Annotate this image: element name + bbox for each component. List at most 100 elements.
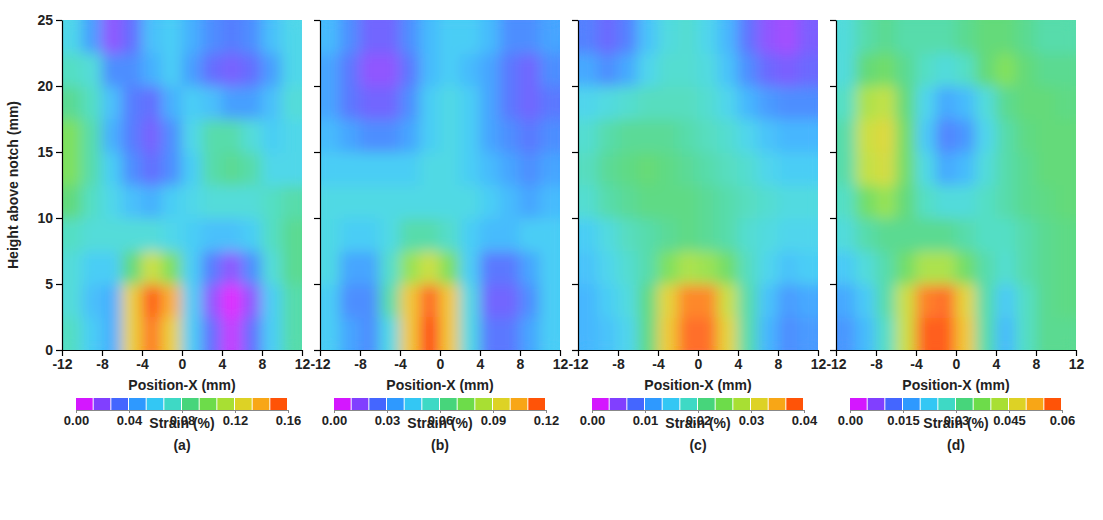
- heat-cell: [102, 284, 123, 318]
- heat-cell: [738, 251, 759, 285]
- y-tick: [572, 20, 578, 21]
- heat-cell: [440, 152, 461, 186]
- x-tick-label: -12: [310, 356, 330, 372]
- colorbar-swatch: [698, 398, 715, 410]
- heat-cell: [102, 86, 123, 120]
- heat-cell: [1016, 251, 1037, 285]
- heat-cell: [658, 317, 679, 351]
- heat-cell: [142, 218, 163, 252]
- heat-cell: [102, 152, 123, 186]
- plot-area: [62, 20, 302, 350]
- heat-cell: [758, 119, 779, 153]
- colorbar-tick: 0.00: [64, 410, 89, 428]
- heat-cell: [360, 284, 381, 318]
- heat-cell: [836, 317, 857, 351]
- tick-mark: [830, 152, 836, 153]
- heat-cell: [1056, 53, 1077, 87]
- tick-mark: [314, 20, 320, 21]
- heatmap: [578, 20, 818, 350]
- heat-cell: [936, 284, 957, 318]
- tick-mark: [56, 218, 62, 219]
- heat-cell: [598, 284, 619, 318]
- heat-cell: [460, 218, 481, 252]
- colorbar-tick-label: 0.09: [481, 413, 506, 428]
- x-axis: -12-8-404812: [52, 350, 310, 372]
- colorbar-tick-label: 0.00: [580, 413, 605, 428]
- colorbar-swatch: [592, 398, 609, 410]
- heat-cell: [380, 218, 401, 252]
- colorbar-swatch: [974, 398, 991, 410]
- heat-cell: [598, 317, 619, 351]
- heat-cell: [678, 20, 699, 54]
- heat-cell: [896, 152, 917, 186]
- heat-cell: [202, 218, 223, 252]
- colorbar-swatch: [235, 398, 252, 410]
- x-tick: 8: [775, 350, 783, 372]
- heat-cell: [222, 317, 243, 351]
- heat-cell: [1056, 20, 1077, 54]
- heat-cell: [282, 152, 303, 186]
- heat-cell: [340, 317, 361, 351]
- heat-cell: [618, 284, 639, 318]
- heat-cell: [1036, 251, 1057, 285]
- heat-cell: [758, 284, 779, 318]
- heat-cell: [202, 86, 223, 120]
- heat-cell: [618, 119, 639, 153]
- heat-cell: [856, 251, 877, 285]
- x-tick-label: -12: [568, 356, 588, 372]
- heat-cell: [778, 284, 799, 318]
- colorbar-tick-label: 0.01: [633, 413, 658, 428]
- heat-cell: [500, 284, 521, 318]
- heat-cell: [678, 119, 699, 153]
- heat-cell: [996, 20, 1017, 54]
- colorbar-swatch: [645, 398, 662, 410]
- heat-cell: [758, 251, 779, 285]
- heat-cell: [520, 251, 541, 285]
- heat-cell: [578, 317, 599, 351]
- heat-cell: [242, 185, 263, 219]
- heat-cell: [1056, 218, 1077, 252]
- heat-cell: [540, 53, 561, 87]
- y-tick: 10: [37, 210, 62, 226]
- colorbar-title: Strain (%): [407, 415, 472, 431]
- heat-cell: [520, 152, 541, 186]
- y-tick-label: 20: [37, 78, 53, 94]
- heat-cell: [242, 86, 263, 120]
- heat-cell: [400, 20, 421, 54]
- x-tick: -8: [612, 350, 625, 372]
- heat-cell: [460, 284, 481, 318]
- colorbar-tick-label: 0.06: [1050, 413, 1075, 428]
- panel-caption: (c): [689, 437, 706, 453]
- heat-cell: [222, 185, 243, 219]
- heat-cell: [718, 86, 739, 120]
- heat-cell: [856, 284, 877, 318]
- heat-cell: [678, 218, 699, 252]
- heat-cell: [758, 317, 779, 351]
- heat-cell: [738, 152, 759, 186]
- heat-cell: [340, 152, 361, 186]
- heat-cell: [678, 284, 699, 318]
- colorbar-swatch: [663, 398, 680, 410]
- x-tick: 8: [259, 350, 267, 372]
- heat-cell: [320, 20, 341, 54]
- heat-cell: [182, 20, 203, 54]
- colorbar-swatch: [956, 398, 973, 410]
- heat-cell: [996, 317, 1017, 351]
- heat-cell: [598, 119, 619, 153]
- colorbar-swatch: [938, 398, 955, 410]
- y-axis: [830, 21, 837, 351]
- heat-cell: [222, 284, 243, 318]
- heat-cell: [420, 317, 441, 351]
- y-axis: [314, 21, 321, 351]
- heat-cell: [202, 119, 223, 153]
- heat-cell: [420, 119, 441, 153]
- heat-cell: [916, 20, 937, 54]
- heat-cell: [718, 317, 739, 351]
- x-tick-label: 8: [1033, 356, 1041, 372]
- heat-cell: [400, 185, 421, 219]
- heat-cell: [876, 152, 897, 186]
- heat-cell: [440, 20, 461, 54]
- x-tick: 8: [1033, 350, 1041, 372]
- heat-cell: [540, 119, 561, 153]
- heat-cell: [400, 284, 421, 318]
